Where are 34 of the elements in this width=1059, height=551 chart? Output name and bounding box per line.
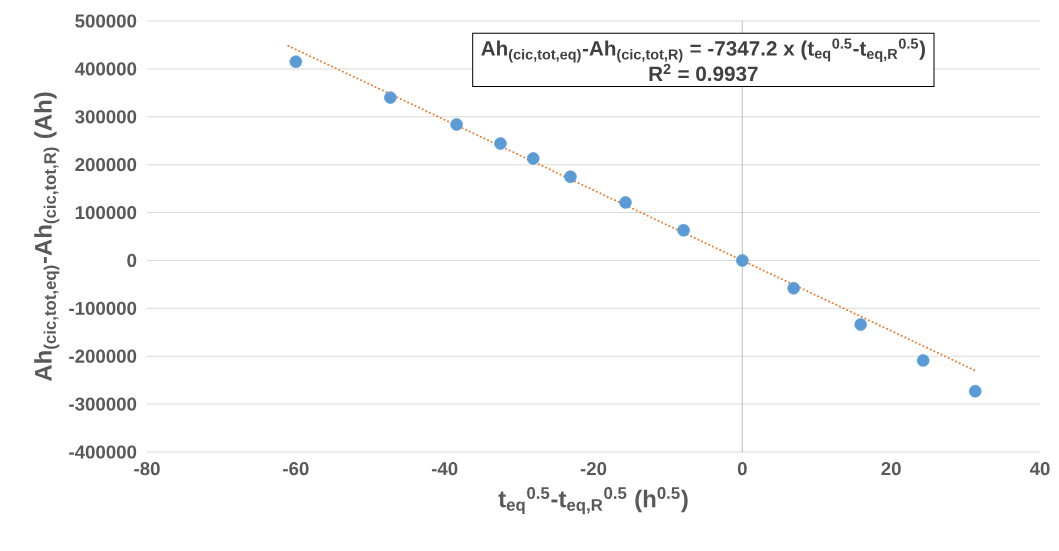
point: [384, 91, 397, 104]
text: t$_{eq}$$^{0.5}$-t$_{eq,R}$$^{0.5}$ (h$^{0.5}$): [498, 487, 688, 515]
point: [916, 354, 930, 367]
y-tick-label: -100000: [69, 301, 137, 315]
y-tick-label: -300000: [69, 397, 137, 411]
point: [736, 254, 749, 267]
point: [677, 224, 690, 237]
y-tick-label: 500000: [75, 14, 137, 28]
point: [787, 281, 800, 295]
point: [526, 152, 540, 165]
point: [450, 118, 463, 131]
y-tick-label: 100000: [75, 205, 137, 220]
annotation: R$^{2}$ = 0.9937: [649, 63, 758, 82]
point: [289, 55, 303, 68]
point: [494, 137, 507, 150]
x-tick-label: -20: [580, 462, 607, 476]
x-tick-label: -80: [134, 462, 160, 476]
x-tick-label: 40: [1029, 462, 1050, 476]
y-tick-label: 300000: [75, 110, 137, 124]
y-tick-label: 400000: [74, 62, 137, 76]
y-tick-label: 200000: [75, 158, 137, 172]
text: Ah$_{(cic,tot,eq)}$-Ah$_{(cic,tot,R)}$ = -7347.2 x (t$_{eq}$$^{0.5}$-t$_{eq,R}$$^{0.5}$): [481, 38, 925, 63]
x-tick-label: 20: [881, 462, 901, 476]
point: [564, 170, 577, 183]
y-tick-label: -400000: [69, 445, 137, 459]
x-tick-label: 0: [737, 462, 747, 476]
y-axis-title: Ah$_{(cic,tot,eq)}$-Ah$_{(cic,tot,R)}$ (Ah): [34, 92, 60, 382]
y-tick-label: 0: [127, 253, 137, 268]
y-tick-label: -200000: [69, 349, 137, 363]
point: [854, 318, 867, 331]
point: [968, 384, 982, 398]
point: [619, 196, 632, 209]
x-tick-label: -40: [431, 462, 458, 476]
x-tick-label: -60: [283, 462, 309, 476]
